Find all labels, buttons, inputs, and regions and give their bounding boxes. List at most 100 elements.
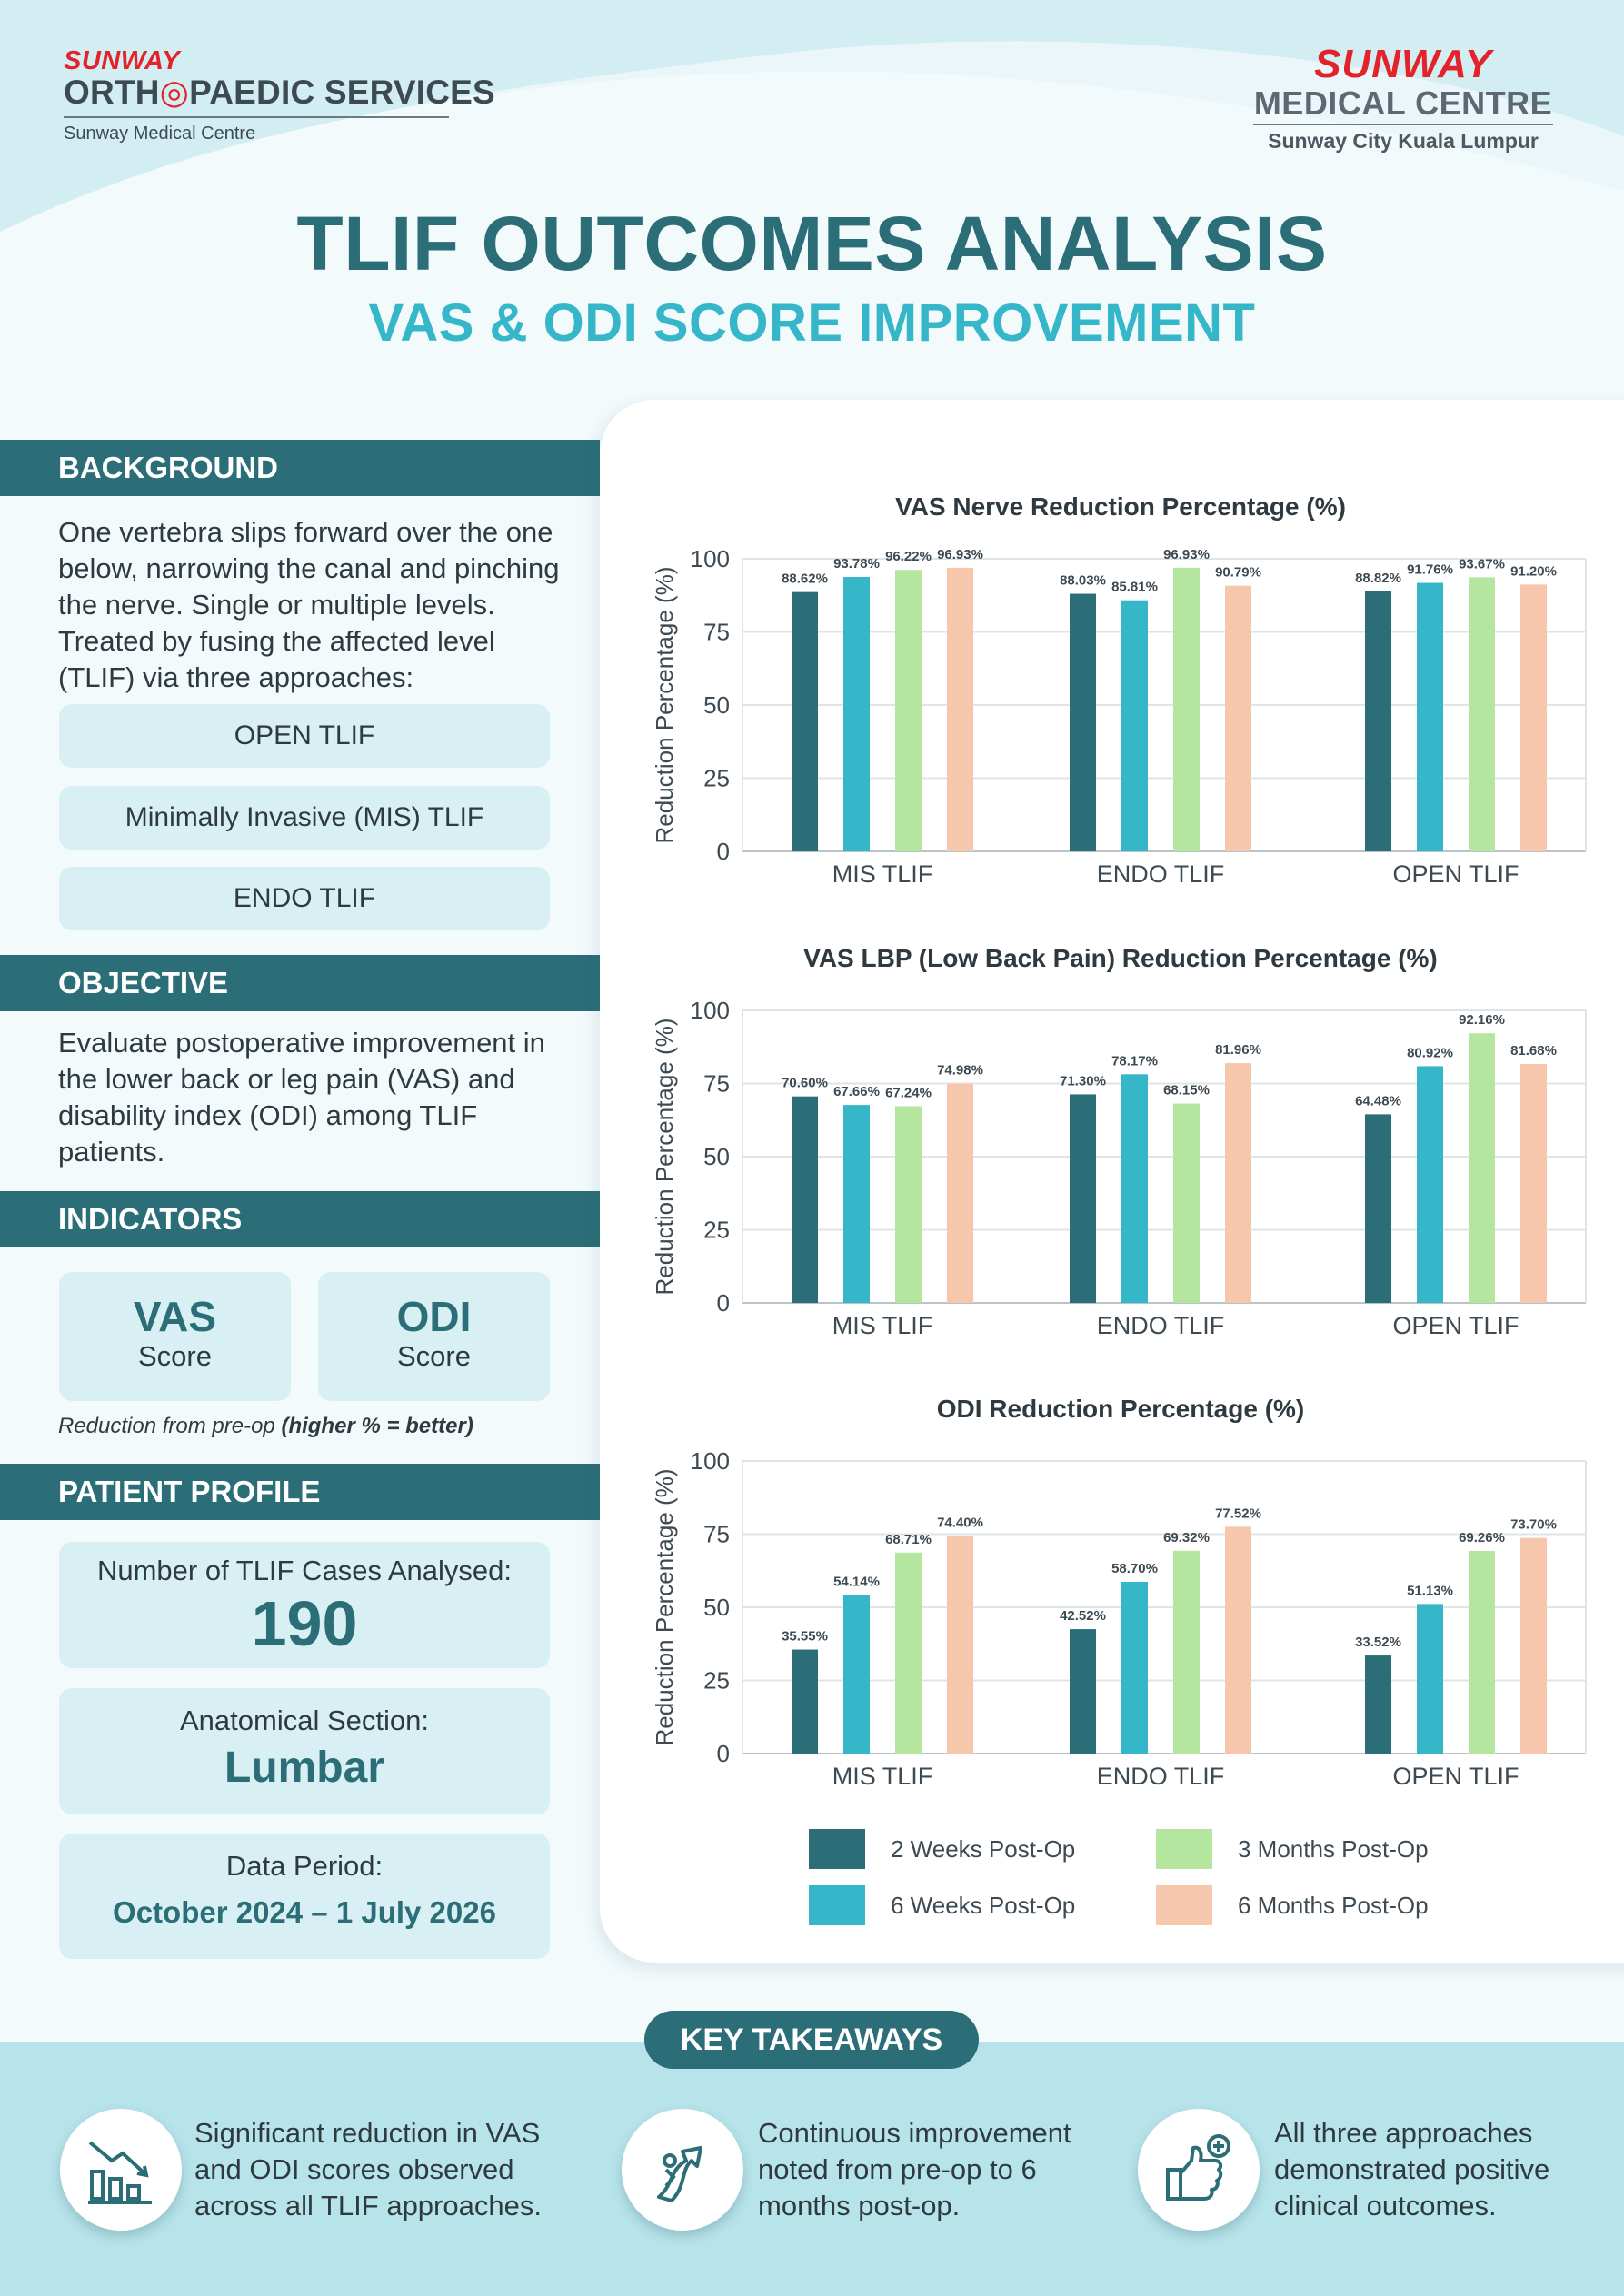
legend-swatch — [1156, 1829, 1212, 1869]
note-emphasis: (higher % = better) — [281, 1414, 473, 1438]
data-label: 51.13% — [1407, 1583, 1453, 1598]
legend-swatch — [809, 1885, 865, 1925]
data-label: 85.81% — [1111, 580, 1158, 595]
data-label: 69.32% — [1163, 1530, 1210, 1546]
y-tick-label: 100 — [691, 545, 730, 572]
legend-swatch — [1156, 1885, 1212, 1925]
note-text: Reduction from pre-op — [58, 1414, 282, 1438]
y-tick-label: 50 — [703, 691, 730, 719]
y-tick-label: 0 — [717, 1289, 730, 1317]
data-label: 42.52% — [1060, 1608, 1106, 1624]
header-background — [0, 0, 1624, 427]
data-label: 93.67% — [1459, 556, 1505, 572]
bar — [1070, 593, 1096, 851]
bar — [1121, 600, 1148, 851]
x-tick-label: ENDO TLIF — [1097, 1763, 1225, 1790]
y-tick-label: 100 — [691, 997, 730, 1024]
y-tick-label: 25 — [703, 765, 730, 792]
bar — [1173, 1550, 1200, 1754]
objective-text: Evaluate postoperative improvement in th… — [58, 1027, 545, 1168]
x-tick-label: MIS TLIF — [832, 1312, 933, 1339]
y-tick-label: 25 — [703, 1667, 730, 1695]
data-label: 70.60% — [782, 1076, 828, 1091]
bar — [1121, 1581, 1148, 1754]
section-value: Lumbar — [224, 1744, 384, 1792]
bar — [1520, 1063, 1547, 1303]
logo-divider — [1253, 124, 1553, 125]
chart-title: VAS Nerve Reduction Percentage (%) — [895, 492, 1346, 521]
upward-arrow-person-icon — [622, 2109, 743, 2231]
period-label: Data Period: — [225, 1850, 384, 1882]
y-tick-label: 50 — [703, 1143, 730, 1170]
anatomical-section-card: Anatomical Section: Lumbar — [59, 1688, 550, 1814]
objective-heading: OBJECTIVE — [0, 955, 600, 1011]
x-tick-label: MIS TLIF — [832, 1763, 933, 1790]
odi-indicator-card: ODI Score — [318, 1272, 550, 1401]
thumbs-up-plus-icon — [1138, 2109, 1260, 2231]
x-tick-label: OPEN TLIF — [1392, 1312, 1519, 1339]
data-label: 74.40% — [937, 1515, 983, 1530]
data-period-card: Data Period: October 2024 – 1 July 2026 — [59, 1834, 550, 1959]
bar — [792, 1649, 818, 1754]
approach-pill: Minimally Invasive (MIS) TLIF — [59, 786, 550, 850]
data-label: 96.93% — [937, 547, 983, 562]
data-label: 96.22% — [885, 549, 932, 564]
x-tick-label: OPEN TLIF — [1392, 1763, 1519, 1790]
bar — [792, 591, 818, 851]
indicators-heading: INDICATORS — [0, 1191, 600, 1247]
bar — [1520, 584, 1547, 851]
legend-label: 6 Months Post-Op — [1238, 1892, 1429, 1919]
data-label: 81.96% — [1215, 1042, 1261, 1058]
takeaway-text: Continuous improvement noted from pre-op… — [758, 2117, 1071, 2221]
bar — [1070, 1629, 1096, 1754]
bar — [947, 1536, 973, 1754]
logo-subtitle: Sunway Medical Centre — [64, 124, 256, 144]
indicator-label: Score — [397, 1340, 471, 1372]
key-takeaways-section — [0, 2042, 1624, 2296]
x-tick-label: OPEN TLIF — [1392, 860, 1519, 888]
bar — [1469, 1033, 1495, 1303]
key-takeaways-heading: KEY TAKEAWAYS — [644, 2011, 979, 2069]
bar — [895, 570, 922, 851]
charts-canvas: VAS Nerve Reduction Percentage (%) Reduct… — [651, 492, 1587, 1925]
data-label: 74.98% — [937, 1063, 983, 1078]
y-tick-label: 100 — [691, 1447, 730, 1475]
bar — [947, 567, 973, 851]
data-label: 88.62% — [782, 572, 828, 587]
chart-title: ODI Reduction Percentage (%) — [937, 1395, 1305, 1423]
y-tick-label: 50 — [703, 1594, 730, 1621]
bar — [843, 1105, 870, 1303]
logo-divider — [64, 116, 449, 118]
data-label: 77.52% — [1215, 1506, 1261, 1521]
x-tick-label: MIS TLIF — [832, 860, 933, 888]
legend-swatch — [809, 1829, 865, 1869]
x-tick-label: ENDO TLIF — [1097, 860, 1225, 888]
bar-chart-decline-icon — [60, 2109, 182, 2231]
bar — [1225, 1526, 1251, 1754]
cases-label: Number of TLIF Cases Analysed: — [96, 1555, 513, 1586]
bar — [1365, 1655, 1391, 1754]
bar — [1520, 1537, 1547, 1754]
bar — [1417, 1604, 1443, 1754]
section-label: Anatomical Section: — [180, 1705, 429, 1736]
data-label: 78.17% — [1111, 1053, 1158, 1068]
bar — [895, 1106, 922, 1303]
data-label: 35.55% — [782, 1629, 828, 1645]
bar — [1469, 1550, 1495, 1754]
logo-subtitle: Sunway City Kuala Lumpur — [1268, 129, 1539, 153]
data-label: 92.16% — [1459, 1012, 1505, 1028]
y-tick-label: 0 — [717, 838, 730, 865]
data-label: 81.68% — [1510, 1043, 1557, 1059]
logo-centre-name: MEDICAL CENTRE — [1253, 84, 1553, 122]
x-tick-label: ENDO TLIF — [1097, 1312, 1225, 1339]
bar — [1121, 1074, 1148, 1303]
data-label: 96.93% — [1163, 547, 1210, 562]
logo-service-name: ORTH◎PAEDIC SERVICES — [64, 75, 495, 111]
data-label: 58.70% — [1111, 1561, 1158, 1576]
data-label: 67.24% — [885, 1085, 932, 1100]
indicator-name: VAS — [133, 1293, 217, 1340]
cases-value: 190 — [251, 1588, 358, 1659]
page-title: TLIF OUTCOMES ANALYSIS — [296, 201, 1328, 286]
background-heading: BACKGROUND — [0, 440, 600, 496]
